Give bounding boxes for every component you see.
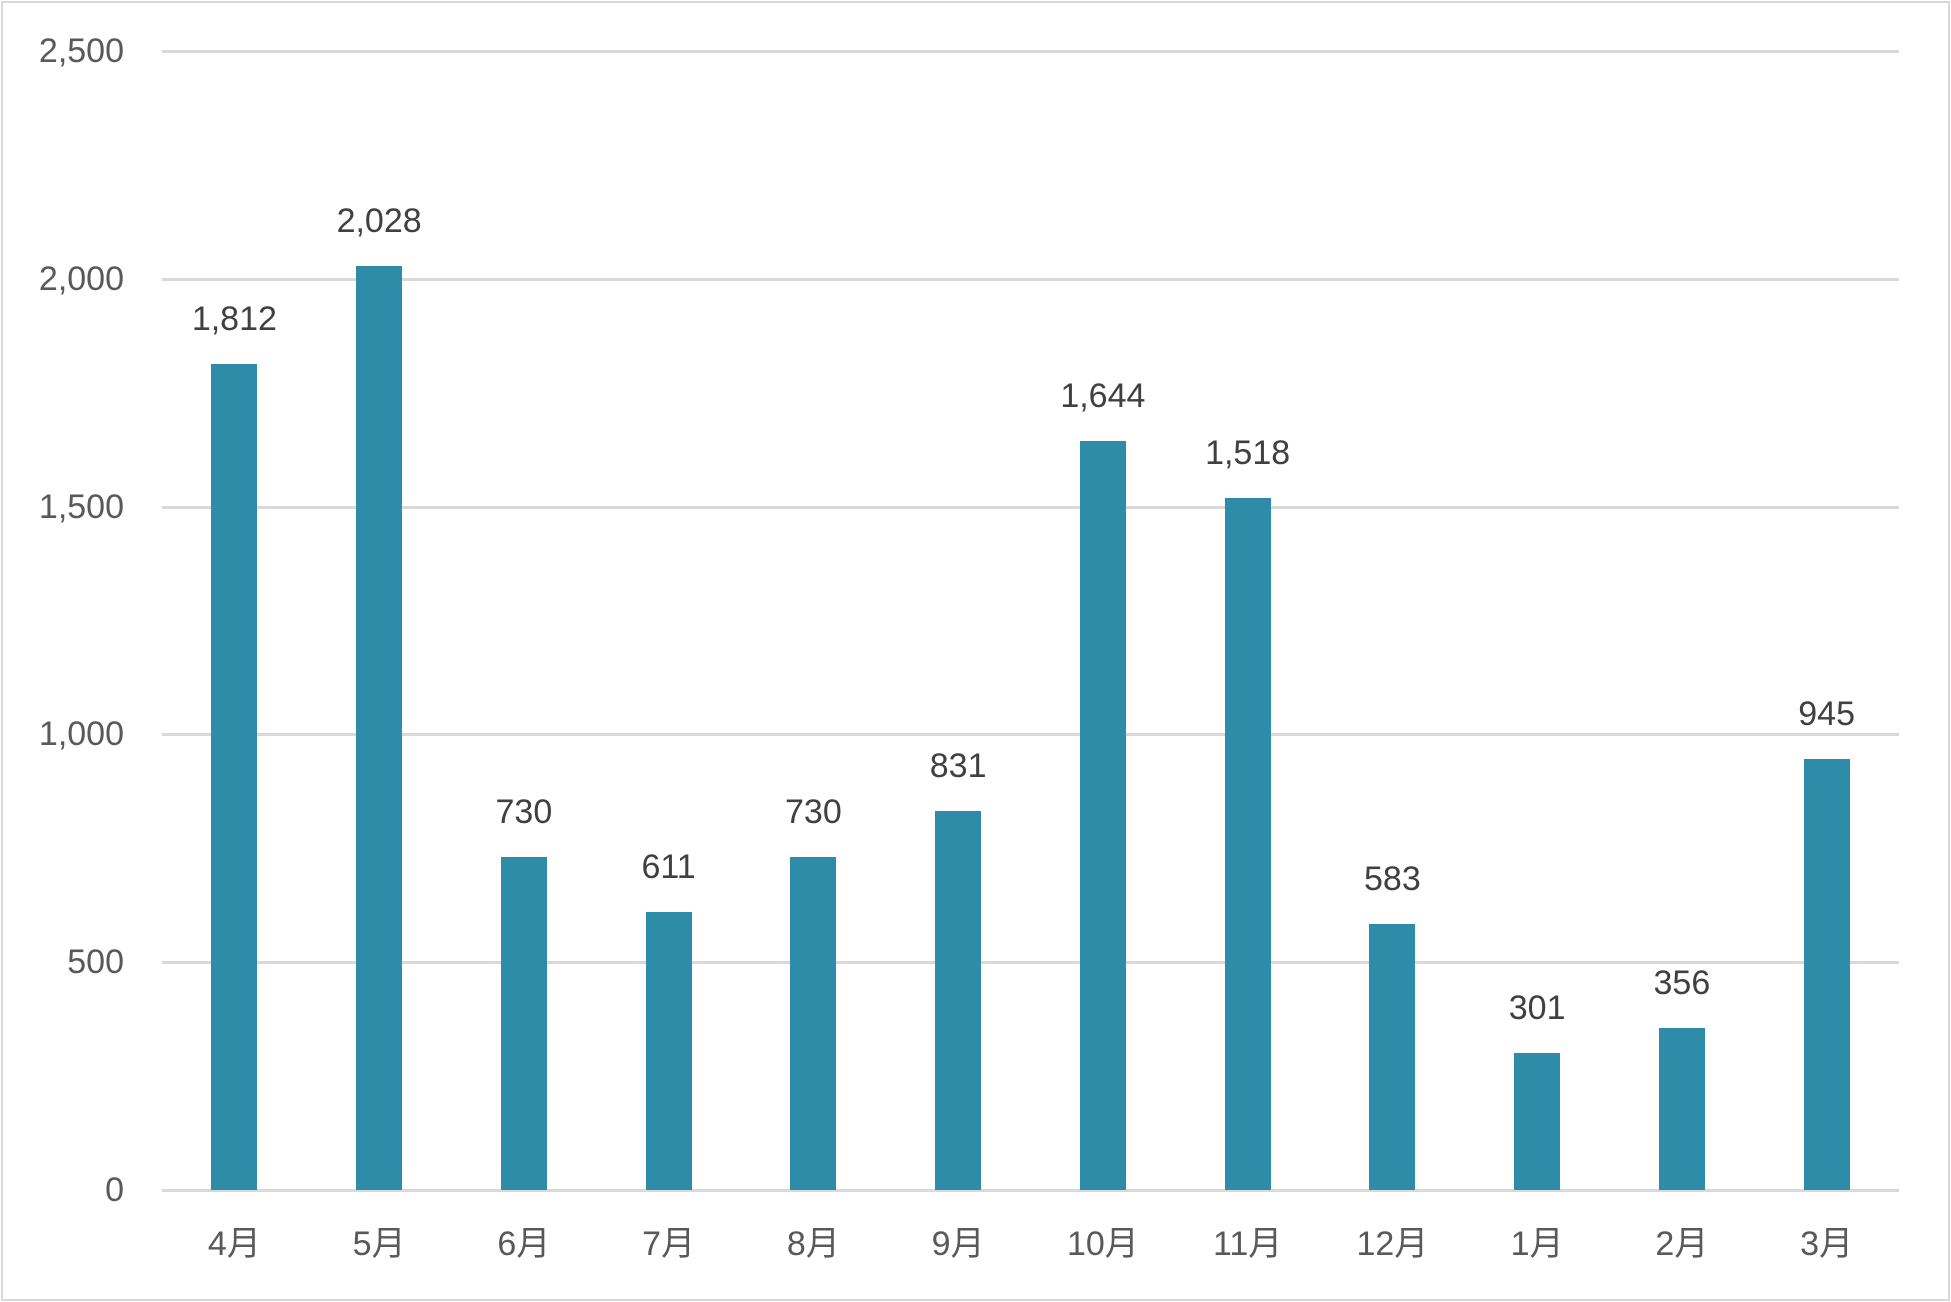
plot-area xyxy=(162,50,1899,1192)
bar[interactable] xyxy=(1658,1027,1705,1190)
y-tick-label: 0 xyxy=(105,1171,124,1209)
bar[interactable] xyxy=(1224,498,1271,1190)
y-tick-label: 2,500 xyxy=(38,32,124,70)
y-tick-label: 2,000 xyxy=(38,259,124,298)
x-tick-label: 4月 xyxy=(207,1225,261,1263)
data-label: 1,812 xyxy=(191,300,277,339)
data-label: 301 xyxy=(1508,988,1566,1027)
data-label: 356 xyxy=(1653,963,1711,1002)
data-label: 945 xyxy=(1798,695,1855,734)
gridline xyxy=(162,505,1899,509)
bar[interactable] xyxy=(500,857,547,1190)
gridline xyxy=(162,50,1899,53)
data-label: 1,518 xyxy=(1205,434,1291,473)
y-tick-label: 1,500 xyxy=(38,487,124,526)
x-tick-label: 2月 xyxy=(1655,1225,1709,1263)
bar[interactable] xyxy=(1514,1052,1561,1190)
bar[interactable] xyxy=(1803,759,1850,1190)
x-axis-line xyxy=(162,1189,1899,1192)
x-tick-label: 9月 xyxy=(931,1225,985,1263)
bar[interactable] xyxy=(645,911,692,1190)
x-tick-label: 10月 xyxy=(1066,1225,1139,1263)
gridline xyxy=(162,277,1899,281)
x-tick-label: 5月 xyxy=(352,1225,406,1263)
data-label: 583 xyxy=(1364,860,1421,899)
x-tick-label: 7月 xyxy=(642,1225,696,1263)
bar[interactable] xyxy=(356,266,403,1190)
y-tick-label: 1,000 xyxy=(38,715,124,754)
bar[interactable] xyxy=(1079,440,1126,1190)
gridline xyxy=(162,733,1899,737)
bar[interactable] xyxy=(790,857,837,1190)
data-label: 730 xyxy=(785,793,842,832)
gridline xyxy=(162,961,1899,965)
bar[interactable] xyxy=(1369,924,1416,1190)
data-label: 1,644 xyxy=(1060,376,1146,415)
data-label: 831 xyxy=(929,747,987,786)
x-tick-label: 3月 xyxy=(1800,1225,1854,1263)
x-tick-label: 12月 xyxy=(1356,1225,1429,1263)
x-tick-label: 1月 xyxy=(1510,1225,1564,1263)
x-tick-label: 8月 xyxy=(786,1225,840,1263)
bar[interactable] xyxy=(211,364,258,1190)
x-tick-label: 11月 xyxy=(1212,1225,1283,1263)
y-tick-label: 500 xyxy=(67,943,124,982)
data-label: 2,028 xyxy=(336,202,422,241)
bar[interactable] xyxy=(935,811,982,1190)
x-tick-label: 6月 xyxy=(497,1225,551,1263)
data-label: 730 xyxy=(495,793,553,832)
data-label: 611 xyxy=(641,847,696,886)
